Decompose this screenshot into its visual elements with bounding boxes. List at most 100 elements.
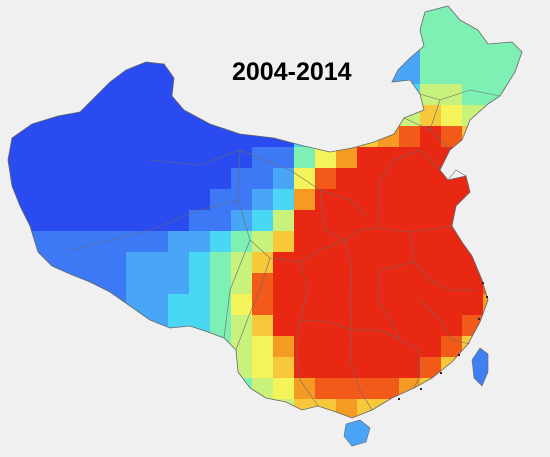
- heatmap-cell: [84, 63, 105, 84]
- heatmap-cell: [84, 21, 105, 42]
- heatmap-cell: [336, 126, 357, 147]
- heatmap-cell: [42, 189, 63, 210]
- heatmap-cell: [105, 105, 126, 126]
- heatmap-cell: [231, 399, 252, 418]
- heatmap-cell: [231, 21, 252, 42]
- heatmap-cell: [8, 336, 21, 357]
- heatmap-cell: [42, 168, 63, 189]
- heatmap-cell: [336, 336, 357, 357]
- heatmap-cell: [210, 126, 231, 147]
- heatmap-cell: [189, 315, 210, 336]
- heatmap-cell: [21, 42, 42, 63]
- heatmap-cell: [84, 294, 105, 315]
- heatmap-cell: [315, 126, 336, 147]
- heatmap-cell: [105, 357, 126, 378]
- heatmap-cell: [441, 105, 462, 126]
- heatmap-cell: [252, 336, 273, 357]
- heatmap-cell: [483, 252, 504, 273]
- heatmap-cell: [420, 252, 441, 273]
- heatmap-cell: [504, 399, 522, 418]
- heatmap-cell: [525, 63, 546, 84]
- heatmap-cell: [84, 378, 105, 399]
- heatmap-cell: [210, 84, 231, 105]
- province-border: [235, 257, 271, 351]
- heatmap-cell: [441, 231, 462, 252]
- heatmap-cell: [462, 6, 483, 21]
- heatmap-cell: [546, 21, 550, 42]
- heatmap-cell: [273, 420, 294, 441]
- coastline-detail: [447, 169, 467, 181]
- heatmap-cell: [21, 315, 42, 336]
- heatmap-cell: [336, 84, 357, 105]
- heatmap-cell: [273, 126, 294, 147]
- heatmap-cell: [147, 210, 168, 231]
- heatmap-cell: [420, 126, 441, 147]
- heatmap-cell: [126, 252, 147, 273]
- heatmap-cell: [504, 147, 522, 168]
- heatmap-cell: [525, 399, 546, 420]
- heatmap-cell: [546, 441, 550, 457]
- taiwan-region: [471, 347, 489, 387]
- heatmap-cell: [84, 168, 105, 189]
- heatmap-cell: [231, 273, 252, 294]
- heatmap-cell: [315, 21, 336, 42]
- heatmap-cell: [210, 42, 231, 63]
- heatmap-cell: [168, 294, 189, 315]
- heatmap-cell: [294, 231, 315, 252]
- heatmap-cell: [63, 147, 84, 168]
- heatmap-cell: [42, 336, 63, 357]
- heatmap-cell: [105, 6, 126, 21]
- heatmap-cell: [189, 168, 210, 189]
- province-border: [149, 149, 366, 216]
- heatmap-cell: [546, 210, 550, 231]
- heatmap-cell: [315, 210, 336, 231]
- heatmap-cell: [504, 336, 522, 357]
- heatmap-cell: [252, 168, 273, 189]
- heatmap-cell: [63, 294, 84, 315]
- heatmap-cell: [168, 357, 189, 378]
- heatmap-cell: [294, 147, 315, 168]
- heatmap-cell: [378, 399, 399, 418]
- heatmap-cell: [147, 63, 168, 84]
- heatmap-cell: [315, 399, 336, 418]
- heatmap-cell: [147, 441, 168, 457]
- heatmap-cell: [63, 420, 84, 441]
- heatmap-cell: [210, 294, 231, 315]
- heatmap-cell: [189, 63, 210, 84]
- heatmap-cell: [189, 378, 210, 399]
- heatmap-cell: [273, 294, 294, 315]
- heatmap-cell: [63, 315, 84, 336]
- heatmap-cell: [189, 441, 210, 457]
- heatmap-cell: [210, 420, 231, 441]
- heatmap-cell: [483, 189, 504, 210]
- heatmap-cell: [546, 0, 550, 21]
- heatmap-cell: [42, 399, 63, 418]
- heatmap-cell: [231, 105, 252, 126]
- heatmap-cell: [189, 357, 210, 378]
- heatmap-cell: [378, 273, 399, 294]
- heatmap-cell: [462, 273, 483, 294]
- heatmap-cell: [336, 399, 357, 418]
- heatmap-cell: [294, 420, 315, 441]
- heatmap-cell: [420, 441, 441, 457]
- heatmap-cell: [546, 189, 550, 210]
- heatmap-cell: [462, 42, 483, 63]
- heatmap-cell: [63, 252, 84, 273]
- heatmap-cell: [357, 210, 378, 231]
- province-border: [295, 261, 319, 407]
- heatmap-cell: [294, 84, 315, 105]
- heatmap-cell: [147, 315, 168, 336]
- heatmap-cell: [294, 6, 315, 21]
- heatmap-cell: [525, 105, 546, 126]
- heatmap-cell: [168, 147, 189, 168]
- heatmap-cell: [420, 42, 441, 63]
- heatmap-cell: [63, 63, 84, 84]
- heatmap-cell: [126, 84, 147, 105]
- heatmap-cell: [105, 315, 126, 336]
- heatmap-cell: [63, 189, 84, 210]
- heatmap-cell: [357, 189, 378, 210]
- heatmap-cell: [525, 210, 546, 231]
- heatmap-cell: [42, 147, 63, 168]
- heatmap-cell: [252, 357, 273, 378]
- heatmap-cell: [525, 189, 546, 210]
